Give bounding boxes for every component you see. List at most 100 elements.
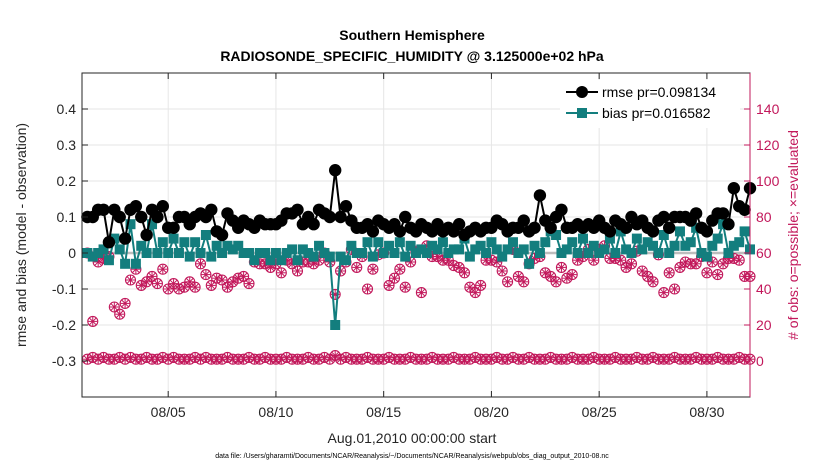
rmse-point [700, 225, 714, 238]
bias-point [610, 248, 621, 258]
obs-evaluated-marker [701, 267, 713, 279]
bias-point [157, 237, 168, 248]
rmse-point [323, 210, 337, 224]
obs-evaluated-marker [405, 256, 417, 268]
x-axis-label: Aug.01,2010 00:00:00 start [328, 430, 497, 446]
obs-evaluated-marker [119, 297, 131, 309]
bias-point [136, 240, 147, 251]
bias-point [642, 237, 653, 248]
bias-point [421, 248, 432, 258]
chart-subtitle: RADIOSONDE_SPECIFIC_HUMIDITY @ 3.125000e… [220, 48, 604, 64]
bias-point [707, 240, 718, 251]
bias-point [389, 248, 400, 258]
bias-point [400, 251, 411, 262]
obs-evaluated-marker [550, 276, 562, 288]
rmse-point [727, 182, 741, 195]
bias-point [340, 255, 351, 266]
bias-point [168, 233, 179, 244]
bias-point [378, 248, 389, 258]
x-tick-label: 08/20 [474, 404, 509, 420]
bias-point [179, 237, 190, 248]
bias-point [217, 248, 228, 258]
bias-point [664, 248, 675, 258]
bias-point [556, 248, 567, 258]
obs-evaluated-marker [669, 283, 681, 295]
y-right-tick-label: 140 [756, 101, 780, 117]
obs-evaluated-marker [642, 270, 654, 282]
obs-evaluated-marker [216, 274, 228, 286]
bias-point [701, 251, 712, 262]
bias-point [588, 240, 599, 251]
bias-point [416, 244, 427, 255]
y-axis-left: -0.3 -0.2 -0.1 0 0.1 0.2 0.3 0.4 [52, 101, 88, 369]
bias-point [674, 226, 685, 237]
obs-evaluated-marker [706, 256, 718, 268]
obs-evaluated-marker [238, 270, 250, 282]
obs-evaluated-marker [658, 287, 670, 299]
obs-evaluated-marker [383, 279, 395, 291]
rmse-point [328, 164, 342, 177]
y-right-tick-label: 80 [756, 209, 772, 225]
y-right-tick-label: 120 [756, 137, 780, 153]
obs-evaluated-marker [157, 263, 169, 275]
obs-evaluated-marker [394, 263, 406, 275]
bias-point [481, 248, 492, 258]
bias-point [297, 244, 308, 255]
obs-evaluated-marker [151, 278, 163, 290]
obs-evaluated-marker [351, 261, 363, 273]
y-left-tick-label: -0.2 [52, 317, 76, 333]
bias-point [303, 248, 314, 258]
bias-point [728, 240, 739, 251]
bias-point [524, 258, 535, 269]
rmse-point [140, 228, 153, 242]
bias-point [324, 251, 335, 262]
y-left-tick-label: 0.3 [57, 137, 77, 153]
obs-evaluated-marker [690, 258, 702, 270]
rmse-point [393, 225, 407, 238]
rmse-point [97, 203, 110, 216]
bias-point [507, 237, 518, 248]
rmse-point [646, 225, 660, 238]
obs-evaluated-marker [399, 281, 411, 293]
bias-point [464, 251, 475, 262]
bias-point [454, 244, 465, 255]
x-axis: 08/05 08/10 08/15 08/20 08/25 08/30 [151, 73, 725, 420]
bias-point [518, 244, 529, 255]
bias-point [270, 248, 281, 258]
obs-evaluated-marker [367, 263, 379, 275]
bias-point [276, 255, 287, 266]
y-left-tick-label: 0.4 [57, 101, 77, 117]
bias-point [497, 251, 508, 262]
bias-point [637, 244, 648, 255]
bias-point [260, 248, 271, 258]
bias-point [200, 230, 211, 240]
bias-point [443, 248, 454, 258]
bias-point [561, 244, 572, 255]
bias-point [739, 226, 750, 237]
bias-point [534, 248, 545, 258]
bias-point [163, 248, 174, 258]
obs-evaluated-marker [415, 287, 427, 299]
bias-point [87, 251, 98, 262]
bias-point [529, 240, 540, 251]
legend-bias-label: bias pr=0.016582 [602, 105, 711, 121]
bias-point [621, 244, 632, 255]
obs-evaluated-marker [458, 267, 471, 279]
rmse-point [307, 218, 320, 231]
rmse-point [167, 221, 180, 234]
obs-evaluated-marker [124, 274, 137, 286]
obs-evaluated-marker [361, 283, 374, 295]
y-right-tick-label: 60 [756, 245, 772, 261]
obs-evaluated-marker [469, 287, 481, 299]
rmse-point [118, 232, 132, 245]
bias-point [190, 237, 201, 248]
bias-point [432, 244, 443, 255]
y-axis-left-label: rmse and bias (model - observation) [13, 123, 29, 347]
obs-evaluated-marker [200, 269, 212, 281]
obs-evaluated-marker [496, 265, 508, 277]
rmse-point [129, 200, 143, 213]
bias-series [82, 219, 755, 330]
bias-point [604, 233, 615, 244]
bias-point [152, 248, 163, 258]
bias-point [287, 244, 298, 255]
